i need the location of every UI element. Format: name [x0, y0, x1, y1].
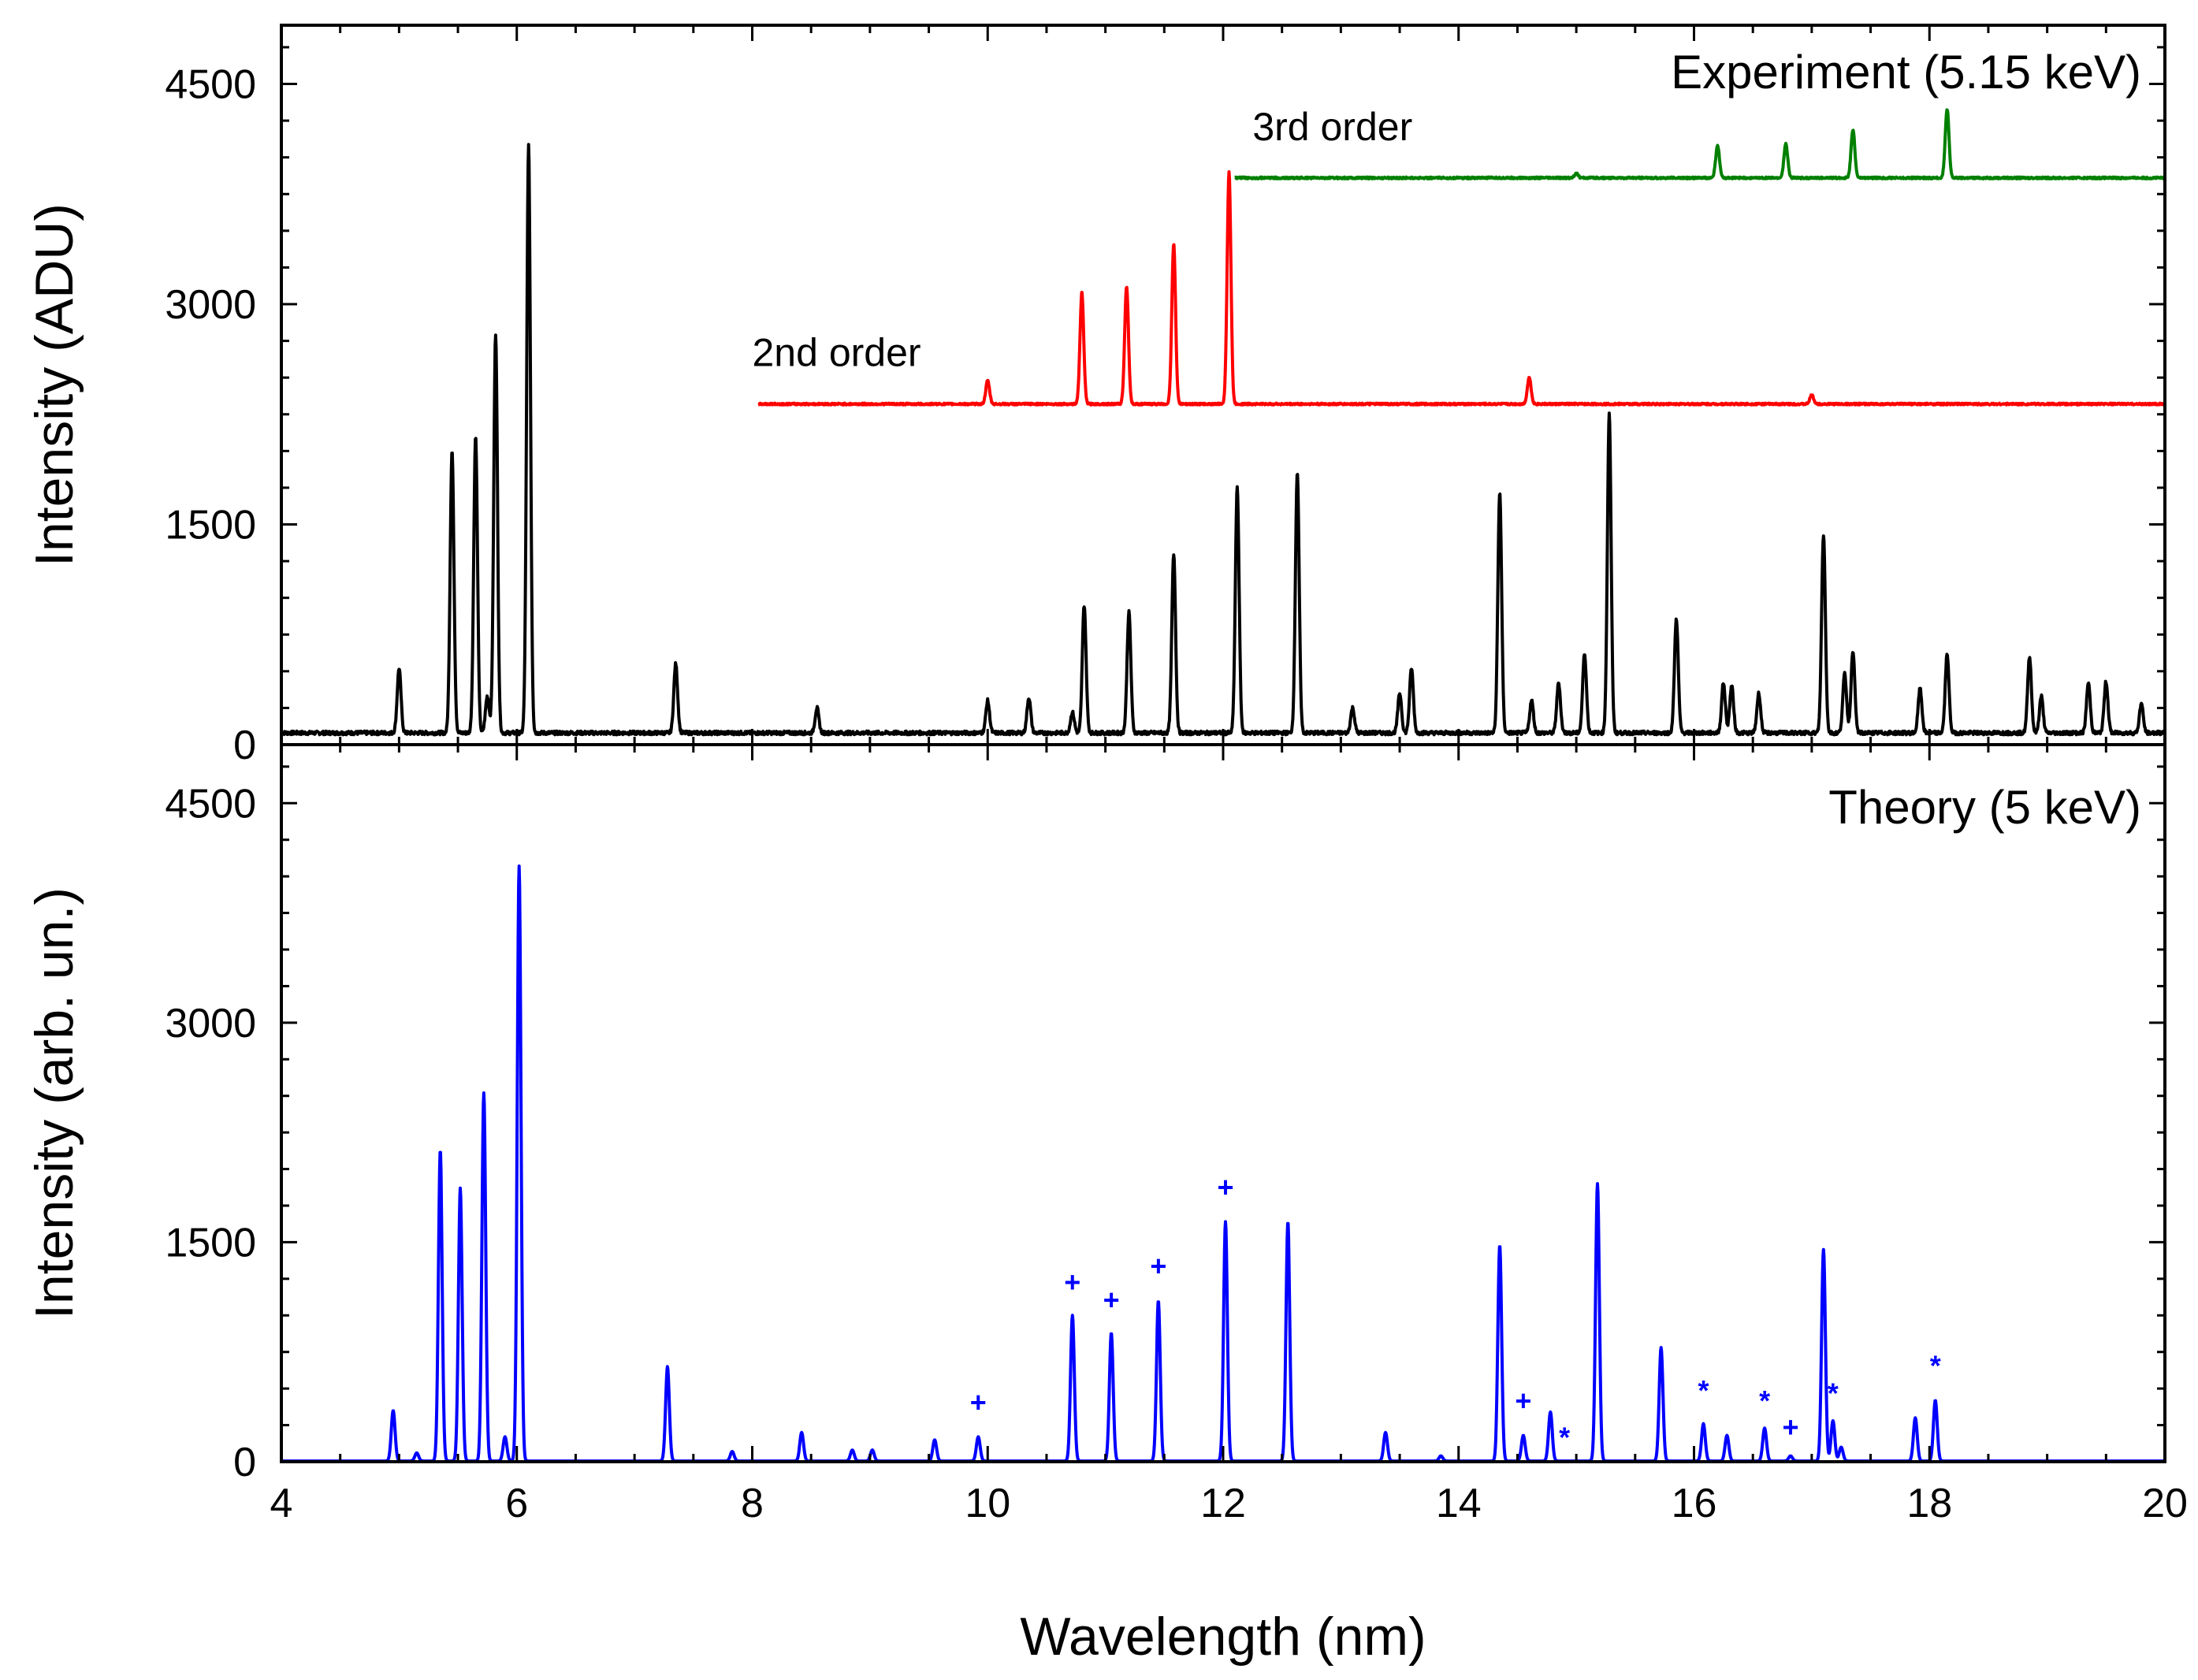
- plus-marker: +: [1150, 1250, 1166, 1282]
- x-tick-label: 16: [1672, 1481, 1717, 1526]
- theory-annotations-group: + + + + + + * * * + * *: [970, 1171, 1941, 1454]
- x-tick-label: 12: [1200, 1481, 1246, 1526]
- top-series-1st-order: [280, 143, 2166, 737]
- plus-marker: +: [1515, 1385, 1531, 1417]
- plus-marker: +: [1782, 1411, 1798, 1443]
- theory-plot-frame: [280, 743, 2166, 1463]
- theory-panel: 4 6 8 10 12 14 16 18 20 0 1500 3000 4500 + + + + + + * * * + *…: [24, 743, 2188, 1667]
- experiment-panel: 0 1500 3000 4500 Experiment (5.15 keV) Inte…: [24, 24, 2166, 768]
- asterisk-marker: *: [1828, 1377, 1839, 1410]
- x-tick-label: 18: [1906, 1481, 1952, 1526]
- bottom-series-theory: [280, 864, 2166, 1463]
- experiment-plot-frame: [280, 24, 2166, 746]
- plus-marker: +: [1064, 1266, 1080, 1299]
- theory-series-group: [280, 864, 2166, 1463]
- asterisk-marker: *: [1759, 1385, 1770, 1417]
- x-tick-label: 8: [741, 1481, 764, 1526]
- top-y-tick-label: 4500: [165, 62, 256, 108]
- bottom-y-tick-label: 3000: [165, 1001, 256, 1046]
- theory-y-axis-label: Intensity (arb. un.): [24, 887, 84, 1319]
- plus-marker: +: [970, 1386, 987, 1418]
- experiment-ticks-group: 0 1500 3000 4500: [165, 25, 2166, 768]
- theory-ticks-group: 4 6 8 10 12 14 16 18 20 0 1500 3000 4500: [165, 745, 2188, 1526]
- x-tick-label: 20: [2142, 1481, 2188, 1526]
- top-y-tick-label: 3000: [165, 282, 256, 328]
- top-series-2nd-order: [757, 170, 2166, 407]
- x-tick-label: 6: [505, 1481, 528, 1526]
- experiment-panel-title: Experiment (5.15 keV): [1671, 46, 2141, 98]
- top-y-tick-label: 1500: [165, 503, 256, 548]
- third-order-label: 3rd order: [1252, 105, 1412, 149]
- top-y-tick-label: 0: [233, 723, 256, 768]
- plus-marker: +: [1103, 1284, 1120, 1316]
- x-tick-label: 10: [965, 1481, 1010, 1526]
- plus-marker: +: [1217, 1171, 1233, 1203]
- asterisk-marker: *: [1559, 1421, 1570, 1453]
- x-tick-label: 14: [1436, 1481, 1482, 1526]
- x-axis-label: Wavelength (nm): [1020, 1607, 1426, 1667]
- asterisk-marker: *: [1930, 1349, 1941, 1381]
- bottom-y-tick-label: 1500: [165, 1220, 256, 1266]
- theory-panel-title: Theory (5 keV): [1828, 781, 2141, 834]
- asterisk-marker: *: [1698, 1374, 1709, 1407]
- x-tick-label: 4: [270, 1481, 293, 1526]
- top-series-3rd-order: [1233, 108, 2166, 180]
- second-order-label: 2nd order: [753, 331, 921, 375]
- experiment-y-axis-label: Intensity (ADU): [24, 203, 84, 567]
- bottom-y-tick-label: 4500: [165, 781, 256, 827]
- bottom-y-tick-label: 0: [233, 1440, 256, 1485]
- experiment-series-group: [280, 108, 2166, 737]
